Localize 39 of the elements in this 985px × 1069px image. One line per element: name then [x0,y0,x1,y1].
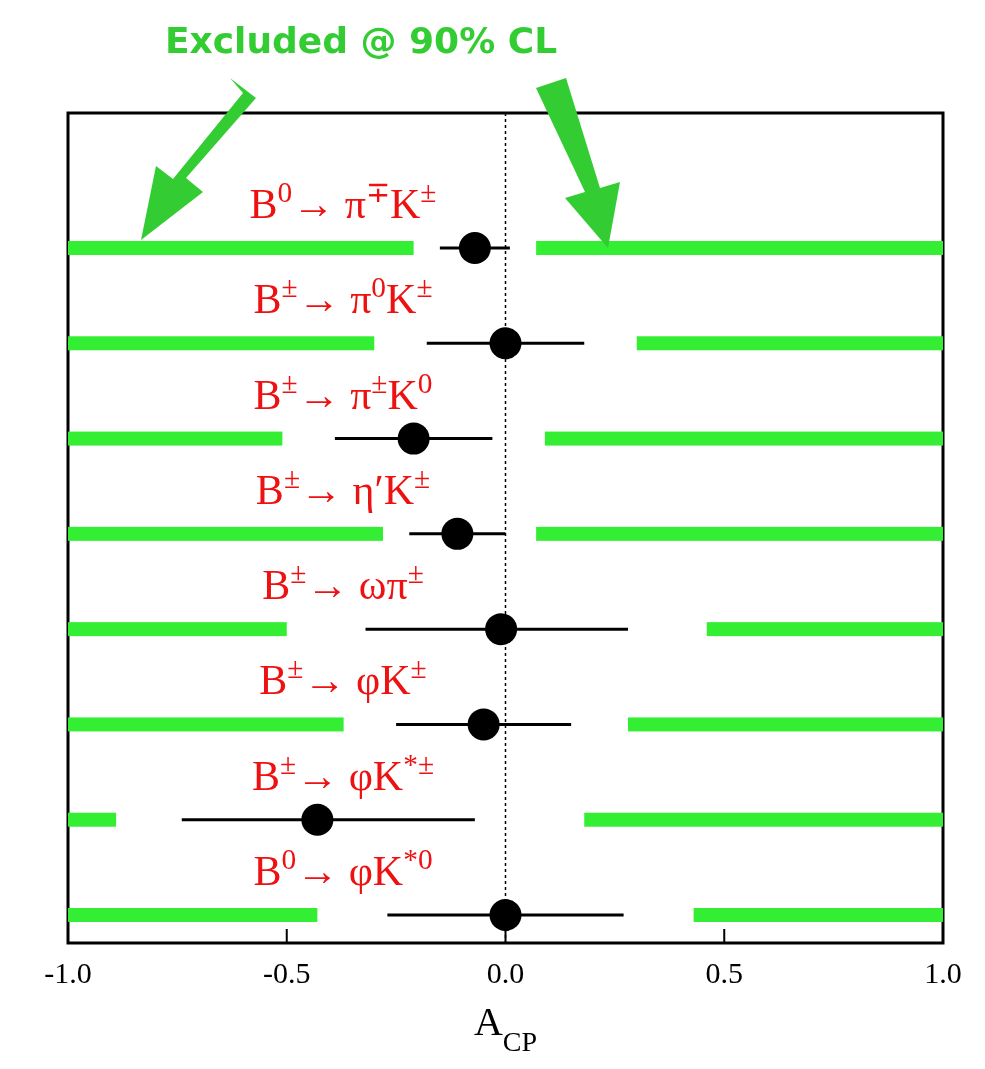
point [489,899,522,931]
bar [68,622,287,637]
bar [68,336,375,351]
y-tick-label: B$^{±}$→ φK$^{*±}$ [251,747,435,799]
y-tick-label: B$^{±}$→ π$^{±}$K$^{0}$ [253,366,433,418]
bar [68,526,383,541]
point [489,327,522,360]
point [301,803,334,836]
bar [536,526,943,541]
y-tick-label: B$^{0}$→ π$^{∓}$K$^{±}$ [249,176,437,227]
bar [68,241,414,255]
point [441,517,474,550]
x-axis-title: A$_{CP}$ [473,999,538,1057]
x-tick-label: 1.0 [924,956,962,989]
x-tick-label: 0.5 [705,956,743,989]
bar [68,812,117,827]
bar [693,908,943,922]
point [397,422,430,455]
y-tick-label: B$^{±}$→ π$^{0}$K$^{±}$ [253,271,433,323]
bar [68,908,318,922]
x-tick-label: -1.0 [44,956,92,989]
bar [544,431,943,446]
point [485,613,518,646]
bar [636,336,943,351]
bar [706,622,943,637]
bar [584,812,943,827]
x-tick-label: -0.5 [263,956,311,989]
bar [628,717,943,732]
y-tick-label: B$^{±}$→ φK$^{±}$ [259,652,427,704]
bar [68,717,344,732]
y-tick-label: B$^{±}$→ ωπ$^{±}$ [262,557,424,609]
point [467,708,500,741]
point [458,232,491,264]
x-tick-label: 0.0 [486,956,525,989]
text: Excluded @ 90% CL [164,20,558,61]
bar [68,431,283,446]
bar [536,241,943,255]
y-tick-label: B$^{±}$→ η′K$^{±}$ [255,461,431,513]
y-tick-label: B$^{0}$→ φK$^{*0}$ [253,843,433,894]
